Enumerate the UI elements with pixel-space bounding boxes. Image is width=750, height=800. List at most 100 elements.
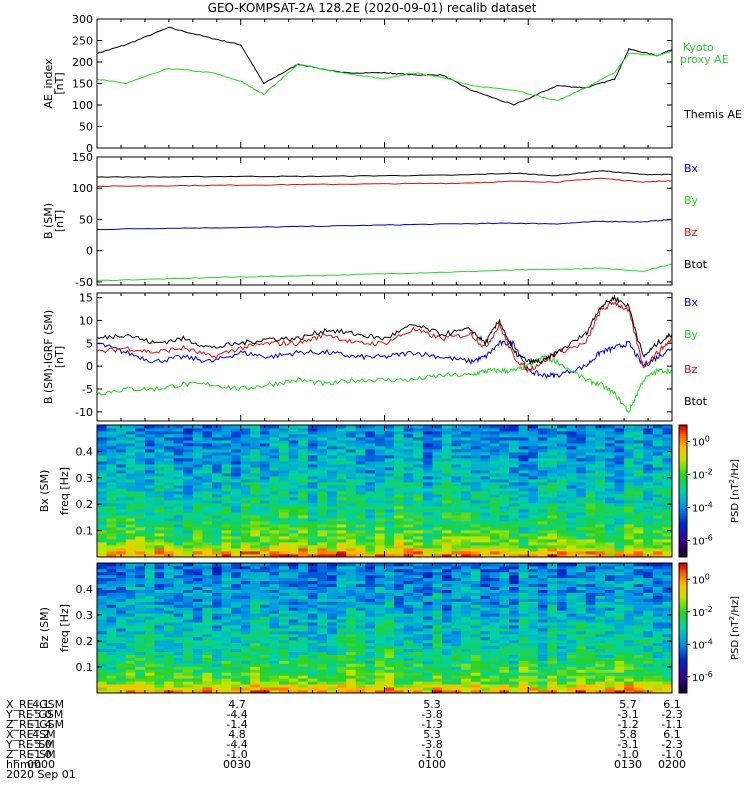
spectrogram-cell [116,503,127,507]
spectrogram-cell [279,491,290,495]
spectrogram-cell [269,548,280,552]
spectrogram-cell [116,583,127,588]
spectrogram-cell [518,428,529,432]
spectrogram-cell [135,467,146,471]
spectrogram-cell [307,452,318,456]
spectrogram-cell [346,500,357,504]
spectrogram-cell [144,506,155,510]
spectrogram-cell [451,542,462,546]
spectrogram-cell [422,625,433,629]
spectrogram-cell [144,473,155,477]
spectrogram-cell [240,446,251,450]
spectrogram-cell [394,568,405,573]
spectrogram-cell [307,434,318,438]
spectrogram-cell [125,539,136,543]
spectrogram-cell [259,598,270,602]
spectrogram-cell [489,485,500,489]
spectrogram-cell [480,657,491,661]
spectrogram-cell [307,476,318,480]
spectrogram-cell [576,554,587,558]
spectrogram-cell [106,539,117,543]
spectrogram-cell [173,622,184,626]
colorbar-cell [679,471,687,474]
spectrogram-cell [633,479,644,483]
spectrogram-cell [298,681,309,685]
spectrogram-cell [557,500,567,504]
spectrogram-cell [154,684,165,688]
spectrogram-cell [566,452,577,456]
spectrogram-cell [576,455,587,459]
spectrogram-cell [269,616,280,620]
spectrogram-cell [480,678,491,682]
spectrogram-cell [384,428,395,432]
spectrogram-cell [327,455,337,459]
spectrogram-cell [432,625,443,629]
spectrogram-cell [355,633,366,638]
spectrogram-cell [212,449,222,453]
spectrogram-cell [413,607,424,611]
spectrogram-cell [97,506,107,510]
spectrogram-cell [566,455,577,459]
spectrogram-cell [336,672,347,676]
spectrogram-cell [259,651,270,655]
spectrogram-cell [240,654,251,658]
spectrogram-cell [566,473,577,477]
spectrogram-cell [509,527,520,531]
spectrogram-cell [135,563,146,567]
spectrogram-cell [461,455,472,459]
spectrogram-cell [442,473,452,477]
spectrogram-cell [183,616,194,620]
spectrogram-cell [489,521,500,525]
spectrogram-cell [288,625,299,629]
spectrogram-cell [154,437,165,441]
spectrogram-cell [432,485,443,489]
spectrogram-cell [307,473,318,477]
spectrogram-cell [250,648,261,653]
spectrogram-cell [595,521,606,525]
spectrogram-cell [346,524,357,528]
spectrogram-cell [394,521,405,525]
colorbar-cell [679,473,687,477]
spectrogram-cell [192,628,203,632]
spectrogram-cell [566,425,577,429]
spectrogram-cell [537,512,548,516]
spectrogram-cell [144,610,155,614]
spectrogram-cell [489,431,500,435]
spectrogram-cell [576,536,587,540]
spectrogram-cell [106,601,117,605]
spectrogram-cell [183,568,194,573]
spectrogram-cell [97,521,107,525]
spectrogram-cell [240,687,251,691]
spectrogram-cell [125,645,136,650]
spectrogram-cell [279,530,290,534]
spectrogram-cell [604,443,615,447]
spectrogram-cell [116,633,127,638]
spectrogram-cell [614,452,625,456]
spectrogram-cell [106,479,117,483]
spectrogram-cell [250,464,261,468]
spectrogram-cell [470,648,481,653]
spectrogram-cell [451,497,462,501]
spectrogram-cell [279,548,290,552]
spectrogram-cell [509,625,520,629]
spectrogram-cell [355,580,366,585]
spectrogram-cell [518,595,529,599]
spectrogram-cell [652,545,663,549]
spectrogram-cell [403,479,414,483]
spectrogram-cell [202,642,213,647]
spectrogram-cell [346,545,357,549]
spectrogram-cell [135,678,146,682]
spectrogram-cell [135,607,146,611]
spectrogram-cell [125,545,136,549]
spectrogram-cell [183,470,194,474]
spectrogram-cell [288,565,299,570]
spectrogram-cell [566,554,577,558]
spectrogram-cell [259,622,270,626]
spectrogram-cell [298,613,309,617]
spectrogram-cell [413,613,424,617]
spectrogram-cell [269,515,280,519]
spectrogram-cell [298,675,309,679]
spectrogram-cell [576,482,587,486]
spectrogram-cell [442,607,452,611]
spectrogram-cell [374,666,385,670]
